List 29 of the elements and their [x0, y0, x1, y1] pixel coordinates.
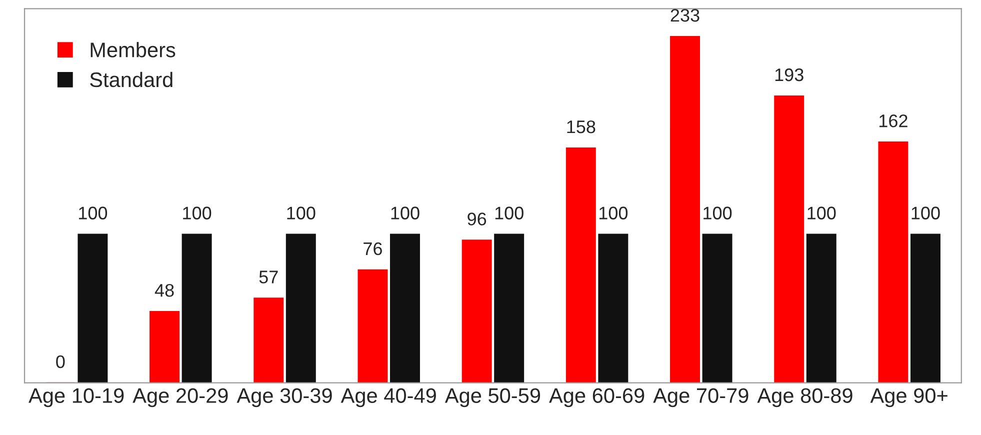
data-label: 57	[259, 270, 278, 284]
data-label: 162	[880, 114, 908, 128]
data-label: 100	[391, 206, 420, 220]
x-tick-label: Age 60-69	[549, 388, 644, 408]
x-tick-label: Age 50-59	[444, 388, 540, 408]
data-label: 96	[468, 212, 486, 226]
data-label: 48	[154, 284, 174, 297]
data-label: 100	[808, 206, 836, 220]
x-tick-label: Age 10-19	[28, 388, 124, 408]
x-tick-label: Age 40-49	[340, 388, 436, 408]
data-label: 0	[56, 355, 65, 368]
data-label: 100	[600, 206, 628, 220]
data-label: 233	[670, 8, 700, 22]
legend-label: Members	[90, 42, 176, 58]
data-label: 100	[79, 206, 108, 220]
x-tick-label: Age 90+	[870, 388, 948, 408]
data-label: 100	[495, 206, 524, 220]
data-label: 100	[287, 206, 316, 220]
data-label: 100	[912, 206, 940, 220]
x-tick-label: Age 30-39	[236, 388, 332, 408]
x-tick-label: Age 20-29	[132, 388, 228, 408]
data-label: 100	[704, 206, 732, 220]
x-tick-label: Age 80-89	[757, 388, 852, 408]
data-label: 158	[567, 120, 596, 134]
data-label: 76	[364, 242, 382, 256]
x-tick-label: Age 70-79	[653, 388, 748, 408]
data-label: 193	[775, 68, 804, 82]
legend-label: Standard	[90, 72, 172, 88]
data-label: 100	[183, 206, 212, 220]
